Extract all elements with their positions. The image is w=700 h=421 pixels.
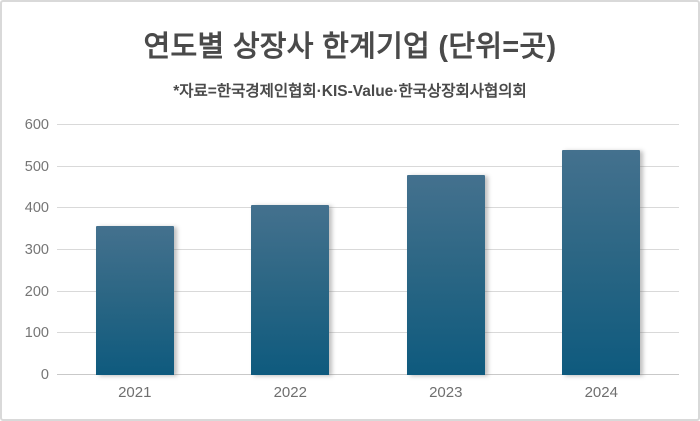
gridline-200 — [57, 290, 679, 292]
gridline-500 — [57, 165, 679, 167]
x-axis-line — [57, 374, 679, 375]
gridline-400 — [57, 207, 679, 209]
y-tick-label-500: 500 — [24, 158, 49, 175]
bar-2024 — [562, 150, 641, 375]
gridline-100 — [57, 332, 679, 334]
y-tick-label-400: 400 — [24, 200, 49, 217]
bar-2023 — [406, 175, 485, 375]
plot-area: 0 100 200 300 400 500 600 2021 2022 2023 2024 — [25, 117, 679, 401]
y-tick-label-100: 100 — [24, 325, 49, 342]
x-category-label-2024: 2024 — [584, 384, 618, 401]
x-category-label-2021: 2021 — [118, 384, 152, 401]
x-category-label-2023: 2023 — [429, 384, 463, 401]
chart-subtitle: *자료=한국경제인협회·KIS-Value·한국상장회사협의회 — [173, 83, 527, 100]
y-tick-label-300: 300 — [24, 242, 49, 258]
gridline-600 — [57, 124, 679, 125]
y-tick-label-0: 0 — [40, 367, 49, 383]
y-tick-label-200: 200 — [24, 283, 49, 300]
bar-2022 — [251, 204, 330, 375]
x-category-label-2022: 2022 — [273, 384, 307, 401]
chart-title: 연도별 상장사 한계기업 (단위=곳) — [143, 31, 557, 63]
y-tick-label-600: 600 — [24, 117, 49, 133]
bar-2021 — [95, 226, 174, 375]
gridline-300 — [57, 249, 679, 250]
